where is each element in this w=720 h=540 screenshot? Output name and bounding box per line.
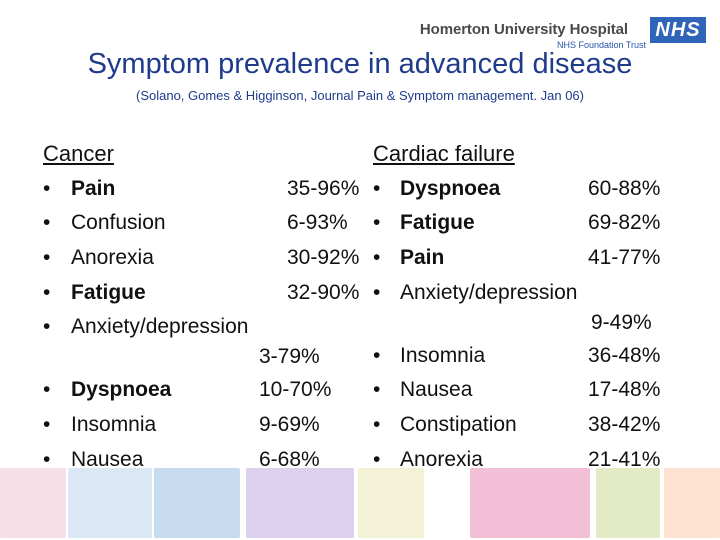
bullet: • [373, 281, 381, 304]
symptom-label: Anxiety/depression [71, 315, 249, 338]
symptom-label: Anxiety/depression [400, 281, 578, 304]
prevalence-value: 41-77% [588, 246, 661, 269]
list-item-cancer-fatigue: • Fatigue 32-90% [43, 281, 359, 309]
bullet: • [373, 246, 381, 269]
prevalence-value: 6-93% [287, 211, 348, 234]
footer-decoration-bar [246, 468, 354, 538]
symptom-label: Dyspnoea [71, 378, 172, 401]
list-item-cardiac-pain: • Pain 41-77% [373, 246, 673, 274]
bullet: • [43, 378, 51, 401]
list-item-cancer-insomnia: • Insomnia 9-69% [43, 413, 353, 441]
prevalence-value: 38-42% [588, 413, 661, 436]
symptom-label: Fatigue [71, 281, 146, 304]
bullet: • [43, 246, 51, 269]
symptom-label: Fatigue [400, 211, 475, 234]
list-item-cancer-anxiety-depression: • Anxiety/depression 3-79% [43, 315, 353, 379]
prevalence-value: 9-49% [591, 311, 652, 334]
prevalence-value: 35-96% [287, 177, 360, 200]
bullet: • [43, 281, 51, 304]
bullet: • [43, 211, 51, 234]
list-item-cancer-anorexia: • Anorexia 30-92% [43, 246, 359, 274]
list-item-cancer-nausea: • Nausea 6-68% [43, 448, 353, 476]
symptom-label: Confusion [71, 211, 166, 234]
bullet: • [373, 211, 381, 234]
list-item-cardiac-anxiety-depression: • Anxiety/depression 9-49% [373, 281, 673, 345]
symptom-label: Insomnia [400, 344, 486, 367]
list-item-cardiac-fatigue: • Fatigue 69-82% [373, 211, 673, 239]
hospital-logo: Homerton University Hospital NHS Foundat… [420, 14, 706, 54]
footer-decoration-bar [154, 468, 240, 538]
slide-citation: (Solano, Gomes & Higginson, Journal Pain… [135, 88, 584, 103]
footer-decoration-bar [0, 468, 66, 538]
logo-trust-name: NHS Foundation Trust [556, 40, 646, 50]
bullet: • [43, 177, 51, 200]
bullet: • [373, 177, 381, 200]
list-item-cardiac-dyspnoea: • Dyspnoea 60-88% [373, 177, 673, 205]
slide-title: Symptom prevalence in advanced disease [87, 48, 633, 80]
footer-decoration-bar [596, 468, 660, 538]
prevalence-value: 17-48% [588, 378, 661, 401]
bullet: • [43, 448, 51, 471]
bullet: • [43, 315, 51, 338]
bullet: • [373, 378, 381, 401]
list-item-cancer-dyspnoea: • Dyspnoea 10-70% [43, 378, 353, 406]
list-item-cardiac-constipation: • Constipation 38-42% [373, 413, 673, 441]
prevalence-value: 9-69% [259, 413, 320, 436]
symptom-label: Anorexia [71, 246, 154, 269]
symptom-label: Pain [400, 246, 445, 269]
prevalence-value: 3-79% [259, 345, 320, 368]
bullet: • [373, 344, 381, 367]
prevalence-value: 32-90% [287, 281, 360, 304]
list-item-cardiac-anorexia: • Anorexia 21-41% [373, 448, 673, 476]
cancer-heading: Cancer [43, 141, 114, 166]
prevalence-value: 10-70% [259, 378, 332, 401]
prevalence-value: 30-92% [287, 246, 360, 269]
nhs-logo-icon: NHS [650, 17, 706, 43]
prevalence-value: 36-48% [588, 344, 661, 367]
list-item-cardiac-nausea: • Nausea 17-48% [373, 378, 673, 406]
bullet: • [373, 448, 381, 471]
symptom-label: Nausea [400, 378, 473, 401]
symptom-label: Nausea [71, 448, 144, 471]
symptom-label: Anorexia [400, 448, 483, 471]
footer-decoration-bar [68, 468, 152, 538]
prevalence-value: 60-88% [588, 177, 661, 200]
symptom-label: Dyspnoea [400, 177, 501, 200]
footer-decoration-bar [358, 468, 424, 538]
symptom-label: Pain [71, 177, 116, 200]
footer-decoration-bar [470, 468, 590, 538]
symptom-label: Constipation [400, 413, 517, 436]
list-item-cardiac-insomnia: • Insomnia 36-48% [373, 344, 673, 372]
cardiac-failure-heading: Cardiac failure [373, 141, 515, 166]
bullet: • [43, 413, 51, 436]
bullet: • [373, 413, 381, 436]
symptom-label: Insomnia [71, 413, 157, 436]
footer-decoration-bar [664, 468, 720, 538]
prevalence-value: 21-41% [588, 448, 661, 471]
list-item-cancer-pain: • Pain 35-96% [43, 177, 359, 205]
list-item-cancer-confusion: • Confusion 6-93% [43, 211, 353, 239]
prevalence-value: 69-82% [588, 211, 661, 234]
prevalence-value: 6-68% [259, 448, 320, 471]
logo-hospital-name: Homerton University Hospital [419, 21, 628, 38]
